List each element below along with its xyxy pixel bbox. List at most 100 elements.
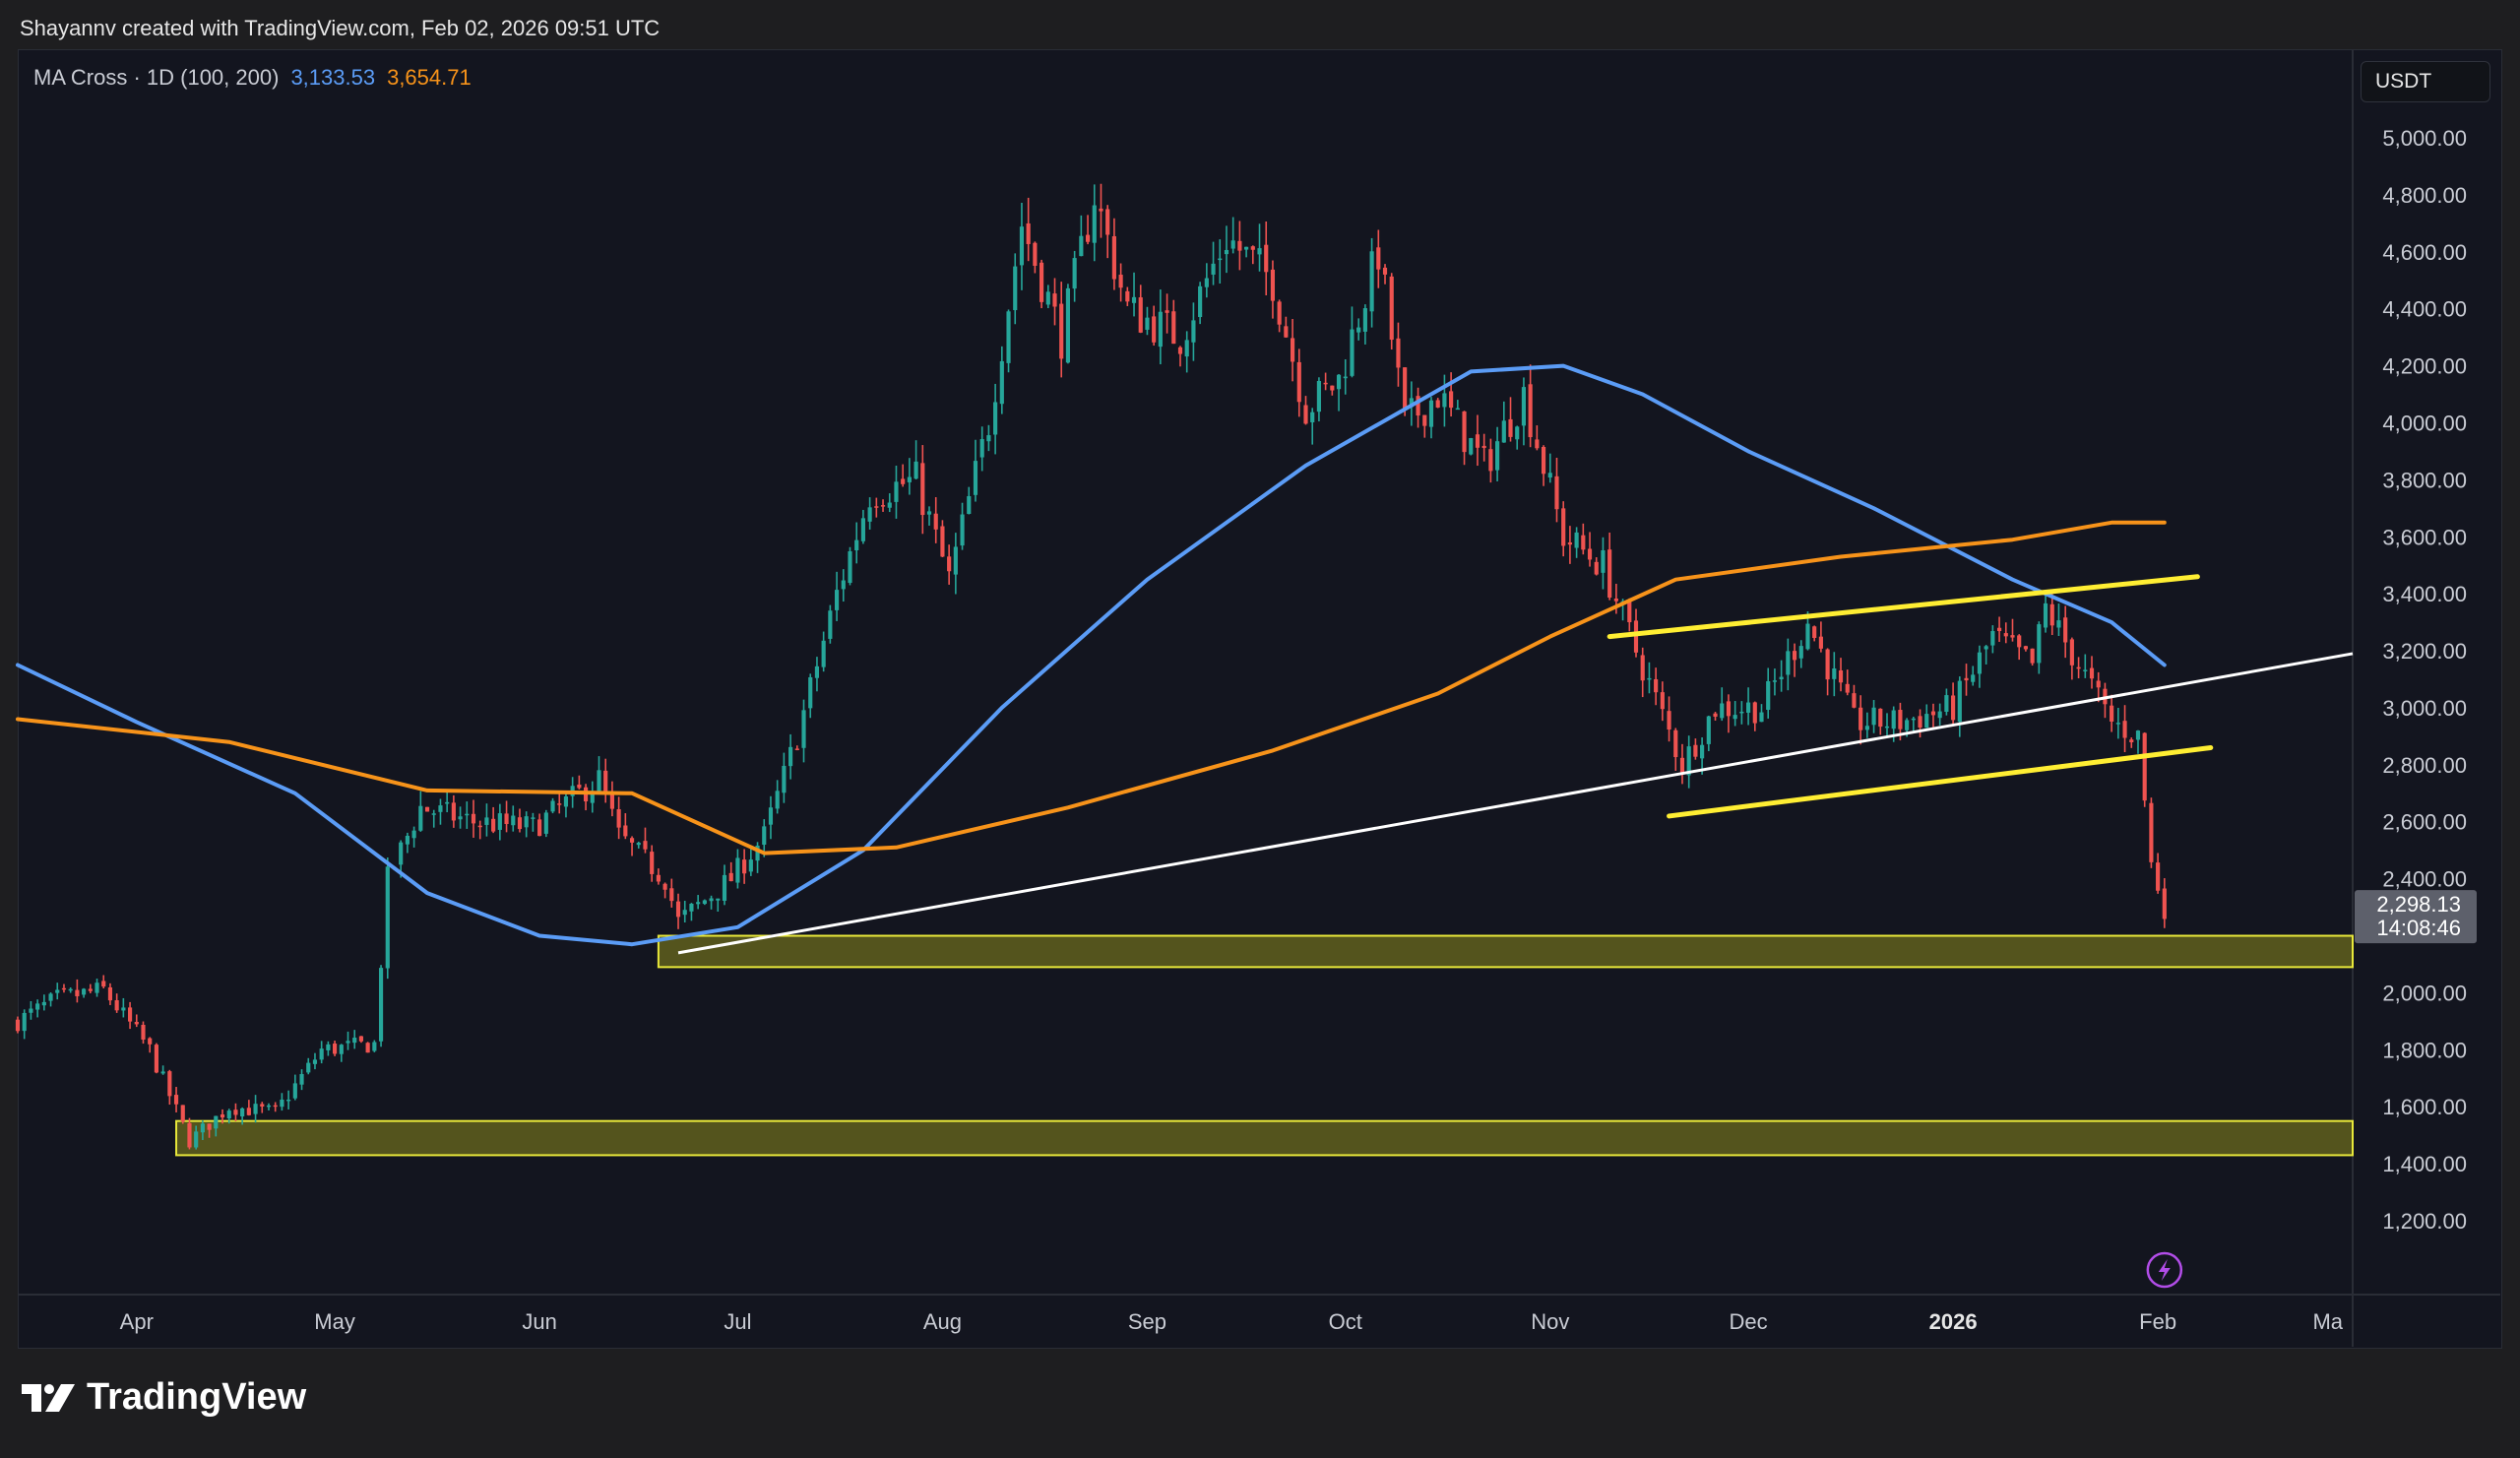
candle-down: [1587, 548, 1593, 560]
candle-down: [1449, 391, 1454, 409]
y-tick-label: 3,600.00: [2382, 525, 2467, 549]
candle-up: [1739, 711, 1744, 714]
candle-up: [1686, 746, 1691, 776]
candle-down: [1713, 713, 1718, 717]
candle-up: [828, 610, 833, 639]
candle-up: [531, 817, 536, 819]
candle-down: [1171, 311, 1176, 345]
currency-selector[interactable]: USDT: [2361, 61, 2490, 102]
candle-up: [834, 590, 840, 610]
candle-up: [702, 900, 707, 905]
candle-up: [1079, 235, 1084, 257]
candle-up: [312, 1059, 318, 1064]
candle-down: [1825, 649, 1830, 680]
candle-up: [1766, 680, 1771, 710]
candle-down: [742, 859, 747, 874]
candle-up: [801, 710, 806, 748]
candle-down: [1389, 276, 1394, 341]
candle-down: [1660, 692, 1665, 710]
ascending-trendline[interactable]: [677, 652, 2354, 955]
y-tick-label: 1,400.00: [2382, 1152, 2467, 1176]
y-tick-label: 4,800.00: [2382, 183, 2467, 208]
support-zone-1[interactable]: [657, 934, 2354, 969]
candle-up: [1244, 246, 1249, 250]
candle-down: [1508, 418, 1513, 437]
y-tick-label: 3,800.00: [2382, 468, 2467, 492]
event-marker-icon[interactable]: [2146, 1251, 2183, 1289]
candle-up: [914, 461, 918, 479]
candle-up: [511, 815, 516, 826]
candle-up: [1356, 327, 1361, 333]
x-tick-label: May: [314, 1309, 355, 1334]
ma100-line[interactable]: [16, 363, 2167, 947]
x-tick-label: Sep: [1128, 1309, 1166, 1334]
candle-down: [1607, 549, 1612, 599]
candle-down: [656, 874, 661, 882]
candle-up: [1521, 387, 1527, 426]
candle-up: [1990, 631, 1995, 646]
candle-down: [728, 872, 733, 882]
candle-up: [979, 439, 984, 458]
candle-up: [326, 1044, 331, 1050]
candle-up: [1191, 320, 1196, 343]
channel-lower-line[interactable]: [1667, 744, 2214, 819]
candle-down: [557, 803, 562, 805]
last-price-tag: [2355, 890, 2477, 944]
candle-down: [1633, 620, 1639, 653]
candle-down: [2162, 888, 2167, 919]
candle-down: [1026, 222, 1031, 244]
candle-up: [926, 511, 932, 515]
x-tick-label: Nov: [1531, 1309, 1569, 1334]
brand-name: TradingView: [87, 1376, 307, 1418]
channel-upper-line[interactable]: [1606, 574, 2200, 640]
candle-up: [55, 989, 60, 993]
candle-down: [1165, 310, 1169, 313]
candle-up: [1779, 676, 1784, 680]
candle-up: [2135, 730, 2141, 740]
x-tick-label: Jun: [522, 1309, 556, 1334]
candle-up: [1019, 226, 1025, 266]
candle-down: [1852, 693, 1857, 708]
candle-up: [1911, 718, 1916, 721]
candle-up: [1547, 473, 1552, 478]
candle-down: [643, 841, 648, 850]
candle-down: [901, 478, 906, 484]
candle-down: [2142, 732, 2147, 801]
candle-down: [101, 981, 106, 987]
candle-up: [48, 993, 53, 1001]
candle-up: [418, 805, 423, 831]
candle-up: [68, 988, 73, 991]
candle-down: [2063, 617, 2068, 643]
candle-up: [1455, 408, 1460, 411]
candle-down: [1964, 677, 1969, 681]
candle-up: [735, 857, 740, 883]
last-price-value: 2,298.13: [2376, 892, 2461, 917]
candle-up: [1495, 441, 1500, 471]
candle-up: [292, 1083, 297, 1099]
tradingview-brand[interactable]: TradingView: [20, 1376, 306, 1419]
indicator-legend[interactable]: MA Cross · 1D (100, 200) 3,133.53 3,654.…: [33, 65, 472, 91]
ma200-line[interactable]: [16, 520, 2167, 856]
candle-up: [1131, 296, 1137, 303]
support-zone-2[interactable]: [175, 1119, 2355, 1157]
bar-countdown: 14:08:46: [2376, 916, 2461, 940]
candle-up: [782, 765, 787, 793]
candle-down: [61, 987, 67, 990]
candle-up: [1257, 248, 1262, 255]
candle-up: [1065, 287, 1071, 363]
x-tick-label: Jul: [724, 1309, 751, 1334]
candle-up: [378, 968, 384, 1042]
candle-up: [1957, 680, 1962, 723]
candle-up: [841, 580, 846, 590]
candle-up: [755, 845, 760, 861]
candle-up: [200, 1123, 205, 1133]
candle-down: [1792, 651, 1797, 661]
candle-down: [794, 748, 799, 750]
candle-up: [967, 496, 972, 515]
candle-up: [1310, 412, 1315, 422]
candle-down: [2010, 635, 2015, 638]
candle-up: [860, 518, 865, 541]
x-tick-label: Ma: [2312, 1309, 2343, 1334]
candle-down: [88, 988, 93, 991]
